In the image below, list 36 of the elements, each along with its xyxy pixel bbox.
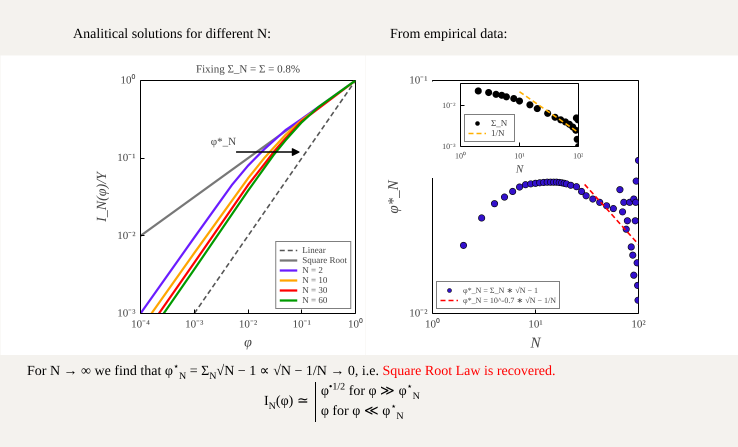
x-tick-label: 10⁻³ [185, 318, 204, 330]
x-tick-label: 10¹ [528, 318, 543, 330]
text: For N → ∞ we find that φ$^{⋆}$$_{N}$ = Σ$_{N}$√N − 1 ∝ √N − 1/N → 0, i.e. [27, 361, 379, 382]
legend-label: 1/N [491, 128, 506, 138]
x-tick-label: 10¹ [514, 152, 526, 160]
x-tick-label: 10⁻¹ [292, 318, 311, 330]
annotation: φ*_N [210, 136, 236, 148]
legend-label: N = 30 [302, 285, 328, 295]
x-tick-label: 10⁰ [425, 318, 440, 330]
y-axis-title: I_N(φ)/Y [95, 170, 110, 223]
x-tick-label: 10⁰ [455, 152, 466, 160]
x-tick-label: 10⁰ [348, 318, 363, 330]
legend-label: Square Root [302, 255, 347, 265]
y-tick-label: 10⁰ [120, 74, 136, 86]
y-axis-title: φ*_N [386, 179, 402, 214]
legend-label: Linear [302, 245, 326, 255]
text: I$_{N}$(φ) ≃ [263, 393, 310, 414]
legend-label: φ*_N = 10^-0.7 ∗ √N − 1/N [463, 295, 556, 305]
x-axis-title: N [530, 336, 542, 352]
x-tick-label: 10² [573, 152, 584, 160]
x-tick-label: 10² [631, 318, 646, 330]
legend-label: Σ_N [491, 118, 508, 128]
x-axis-title: φ [244, 336, 252, 350]
legend-label: N = 60 [302, 295, 328, 305]
x-axis-title: N [514, 164, 524, 176]
legend-label: N = 2 [302, 265, 323, 275]
text: Square Root Law is recovered. [382, 364, 556, 379]
y-tick-label: 10⁻³ [117, 308, 136, 320]
legend-label: φ*_N = Σ_N ∗ √N − 1 [463, 285, 538, 295]
x-tick-label: 10⁻⁴ [131, 318, 150, 330]
text: From empirical data: [389, 26, 508, 44]
legend-label: N = 10 [302, 275, 328, 285]
y-tick-label: 10⁻² [117, 230, 136, 242]
x-tick-label: 10⁻² [238, 318, 258, 330]
text: Analitical solutions for different N: [72, 26, 272, 44]
chart-title: Fixing Σ_N = Σ = 0.8% [196, 64, 300, 76]
